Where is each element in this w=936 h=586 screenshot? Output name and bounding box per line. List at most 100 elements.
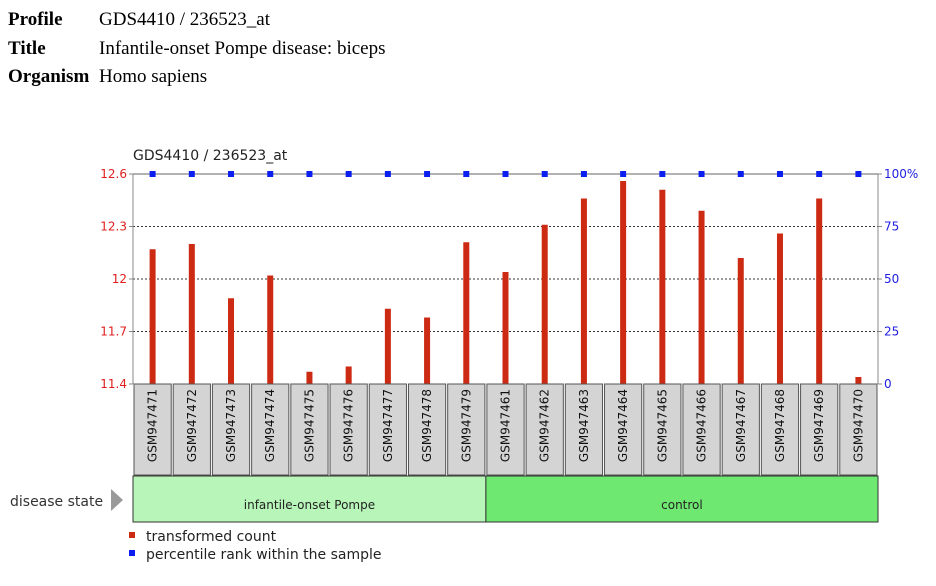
sample-label-GSM947461: GSM947461 (499, 389, 513, 462)
sample-label-box (211, 383, 251, 476)
left-tick-label: 12.3 (100, 220, 127, 234)
percentile-point-GSM947463 (580, 171, 587, 177)
bar-GSM947476 (345, 366, 352, 384)
sample-label-GSM947465: GSM947465 (655, 389, 669, 462)
bar-GSM947479 (463, 242, 470, 384)
organism-row: Organism Homo sapiens (8, 63, 386, 92)
left-tick-label: 12.6 (100, 167, 127, 181)
sample-label-box (290, 383, 329, 476)
profile-label: Profile (8, 9, 63, 31)
sample-label-box (407, 383, 447, 476)
right-tick-label: 0 (884, 377, 892, 391)
right-tick-label: 25 (884, 325, 899, 339)
sample-label-GSM947470: GSM947470 (851, 389, 865, 462)
sample-label-box (800, 383, 839, 476)
sample-label-box (760, 383, 800, 476)
sample-label-box (564, 383, 604, 476)
bar-GSM947475 (306, 371, 313, 384)
organism-label: Organism (8, 66, 90, 88)
sample-label-GSM947477: GSM947477 (381, 389, 395, 462)
sample-label-GSM947464: GSM947464 (616, 389, 630, 462)
sample-label-box (604, 383, 643, 476)
sample-label-GSM947472: GSM947472 (185, 389, 199, 462)
percentile-point-GSM947465 (659, 171, 666, 177)
organism-value: Homo sapiens (99, 66, 208, 88)
percentile-point-GSM947467 (737, 171, 744, 177)
title-value: Infantile-onset Pompe disease: biceps (99, 37, 386, 59)
left-tick-label: 12 (112, 272, 127, 286)
right-tick-label: 75 (884, 220, 899, 234)
sample-label-GSM947474: GSM947474 (263, 389, 277, 462)
group-control (485, 475, 879, 523)
sample-label-GSM947476: GSM947476 (342, 389, 356, 462)
disease-state-groups: disease state infantile-onset Pompe contro… (10, 475, 879, 523)
percentile-point-GSM947478 (424, 171, 431, 177)
bar-GSM947461 (502, 272, 509, 384)
sample-labels: GSM947471 GSM947472 GSM947473 GSM947474 GSM9… (133, 383, 878, 476)
legend-swatch (129, 550, 135, 556)
sample-label-GSM947473: GSM947473 (224, 389, 238, 462)
sample-label-GSM947467: GSM947467 (734, 389, 748, 462)
group-infantile-onset-pompe (132, 475, 487, 523)
bar-GSM947478 (424, 317, 431, 384)
sample-label-GSM947468: GSM947468 (773, 389, 787, 462)
sample-label-GSM947469: GSM947469 (812, 389, 826, 462)
percentile-point-GSM947462 (541, 171, 548, 177)
sample-label-box (525, 383, 564, 476)
bar-GSM947464 (620, 181, 627, 384)
percentile-point-GSM947474 (267, 171, 274, 177)
percentile-point-GSM947464 (620, 171, 627, 177)
percentile-point-GSM947468 (776, 171, 783, 177)
sample-label-box (486, 383, 525, 476)
left-tick-label: 11.4 (100, 377, 127, 391)
percentile-point-GSM947476 (345, 171, 352, 177)
sample-label-GSM947475: GSM947475 (302, 389, 316, 462)
bar-GSM947462 (541, 224, 548, 384)
bar-GSM947469 (816, 198, 823, 384)
percentile-point-GSM947466 (698, 171, 705, 177)
percentile-point-GSM947471 (149, 171, 156, 177)
sample-label-GSM947463: GSM947463 (577, 389, 591, 462)
sample-label-GSM947471: GSM947471 (146, 389, 160, 462)
legend: transformed count percentile rank within … (129, 529, 381, 563)
sample-label-box (329, 383, 368, 476)
percentile-series (149, 171, 862, 177)
percentile-point-GSM947473 (228, 171, 235, 177)
sample-label-box (643, 383, 682, 476)
legend-label: percentile rank within the sample (146, 547, 381, 563)
group-label: infantile-onset Pompe (244, 498, 375, 512)
sample-label-box (839, 383, 878, 476)
sample-label-box (133, 383, 172, 476)
bar-GSM947470 (855, 377, 862, 384)
bar-GSM947468 (776, 233, 783, 384)
bar-GSM947472 (188, 244, 195, 384)
bar-GSM947467 (737, 258, 744, 384)
bar-GSM947471 (149, 249, 156, 384)
title-label: Title (8, 37, 46, 59)
bar-GSM947466 (698, 210, 705, 384)
percentile-point-GSM947470 (855, 171, 862, 177)
right-tick-label: 100% (884, 167, 918, 181)
bar-GSM947474 (267, 275, 274, 384)
left-axis: 11.4 11.7 12 12.3 12.6 (100, 167, 134, 391)
bar-GSM947463 (580, 198, 587, 384)
chart-title: GDS4410 / 236523_at (133, 148, 288, 164)
sample-label-GSM947479: GSM947479 (459, 389, 473, 462)
left-tick-label: 11.7 (100, 325, 127, 339)
group-label: control (661, 498, 703, 512)
disease-state-label: disease state (10, 494, 103, 510)
sample-label-GSM947462: GSM947462 (538, 389, 552, 462)
profile-value: GDS4410 / 236523_at (99, 9, 270, 31)
disease-state-arrow-icon (111, 489, 123, 511)
sample-label-box (368, 383, 407, 476)
sample-label-box (172, 383, 211, 476)
legend-swatch (129, 532, 135, 538)
percentile-point-GSM947475 (306, 171, 313, 177)
percentile-point-GSM947469 (816, 171, 823, 177)
sample-label-box (447, 383, 486, 476)
sample-label-box (251, 383, 290, 476)
bar-GSM947465 (659, 189, 666, 384)
sample-label-box (682, 383, 721, 476)
profile-row: Profile GDS4410 / 236523_at (8, 6, 386, 35)
